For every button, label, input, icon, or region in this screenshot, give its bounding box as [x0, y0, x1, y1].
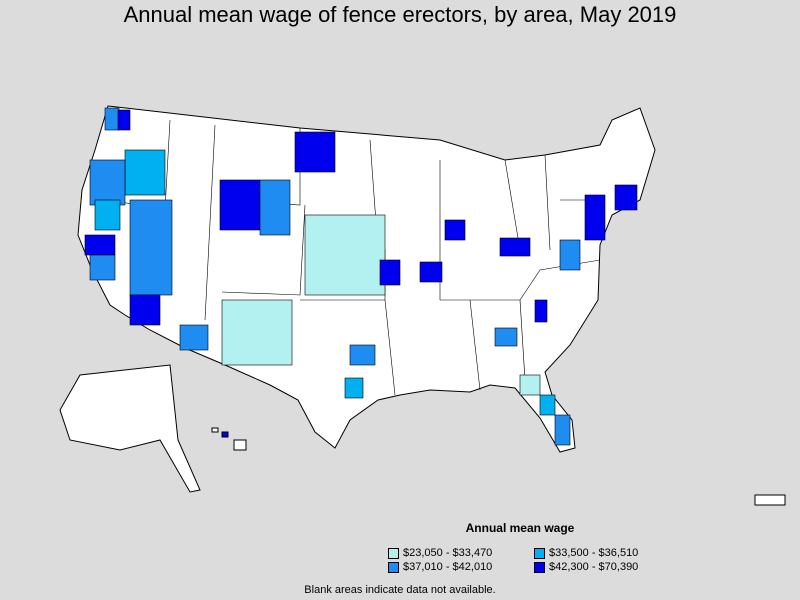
legend-swatch-4	[534, 561, 545, 573]
area-oklahoma	[349, 344, 376, 366]
wage-areas	[84, 107, 638, 446]
area-stlouis	[419, 261, 443, 283]
puerto-rico-land	[754, 494, 786, 506]
area-fl-central	[539, 394, 556, 416]
area-ca-north	[94, 199, 121, 231]
legend-title: Annual mean wage	[465, 521, 575, 535]
area-wyoming	[219, 179, 261, 231]
hawaii-land	[211, 427, 247, 451]
area-chicago	[444, 219, 466, 241]
area-nevada	[129, 199, 173, 296]
area-bay-area	[84, 234, 116, 256]
legend-label-3: $37,010 - $42,010	[403, 561, 493, 573]
legend-label-2: $33,500 - $36,510	[549, 547, 639, 559]
area-new-mexico	[221, 299, 293, 366]
legend-label-1: $23,050 - $33,470	[403, 547, 493, 559]
area-ny-nj	[584, 194, 606, 241]
area-oregon-central	[124, 149, 166, 196]
legend-item-1: $23,050 - $33,470	[388, 547, 492, 559]
area-boston	[614, 184, 638, 211]
area-texas-cent	[344, 377, 364, 399]
legend-swatch-1	[388, 547, 399, 559]
area-fl-north	[519, 374, 541, 396]
area-indiana	[499, 237, 531, 257]
legend-item-4: $42,300 - $70,390	[534, 561, 638, 573]
area-ca-central	[89, 254, 116, 281]
legend-label-4: $42,300 - $70,390	[549, 561, 639, 573]
area-oregon-coast	[89, 159, 126, 206]
area-dc-md	[559, 239, 581, 271]
area-wyoming-east	[259, 179, 291, 236]
area-arizona	[179, 324, 209, 351]
legend-swatch-2	[534, 547, 545, 559]
area-northwest-wa	[104, 107, 120, 131]
area-kansas	[304, 214, 386, 296]
legend-swatch-3	[388, 561, 399, 573]
footnote: Blank areas indicate data not available.	[304, 584, 496, 596]
area-la	[129, 294, 161, 326]
area-tennessee	[494, 327, 518, 347]
area-seattle	[117, 109, 131, 131]
area-nc	[534, 299, 548, 323]
map-title: Annual mean wage of fence erectors, by a…	[123, 2, 677, 27]
area-kc	[379, 259, 401, 286]
area-montana	[294, 131, 336, 173]
area-fl-south	[554, 414, 571, 446]
alaska-land	[59, 364, 201, 493]
legend-item-2: $33,500 - $36,510	[534, 547, 638, 559]
legend-item-3: $37,010 - $42,010	[388, 561, 492, 573]
